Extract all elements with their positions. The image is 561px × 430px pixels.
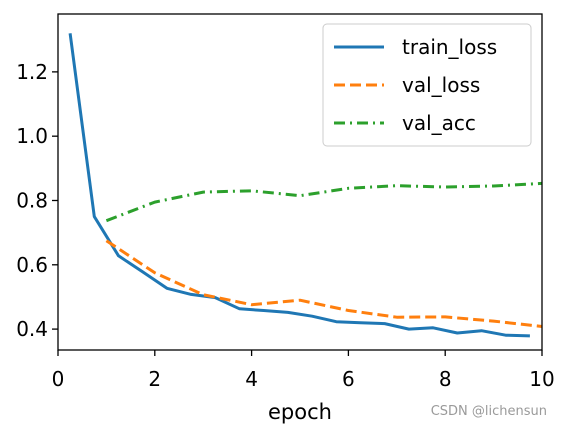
x-tick-label: 8 xyxy=(439,367,452,391)
x-tick-label: 6 xyxy=(342,367,355,391)
legend: train_loss val_loss val_acc xyxy=(322,23,532,147)
plot-frame xyxy=(57,13,543,351)
watermark: CSDN @lichensun xyxy=(430,404,547,419)
series-lines xyxy=(68,33,543,338)
legend-box xyxy=(322,23,532,147)
x-tick-label: 0 xyxy=(52,367,65,391)
series-line-val_loss xyxy=(105,239,543,328)
y-tick-label: 0.4 xyxy=(16,317,48,341)
y-tick-label: 1.2 xyxy=(16,60,48,84)
y-tick-label: 0.8 xyxy=(16,188,48,212)
series-line-train_loss xyxy=(68,33,530,338)
axis-ticks: 0 2 4 6 8 10 0.4 0.6 0.8 1.0 1.2 xyxy=(16,60,555,391)
y-tick-label: 1.0 xyxy=(16,124,48,148)
legend-label-val_acc: val_acc xyxy=(402,111,476,135)
x-tick-label: 2 xyxy=(148,367,161,391)
x-tick-label: 10 xyxy=(529,367,554,391)
series-line-val_acc xyxy=(105,181,543,223)
y-tick-label: 0.6 xyxy=(16,253,48,277)
legend-label-train_loss: train_loss xyxy=(402,35,497,59)
x-tick-label: 4 xyxy=(245,367,258,391)
x-axis-title: epoch xyxy=(268,400,332,424)
legend-label-val_loss: val_loss xyxy=(402,73,480,97)
